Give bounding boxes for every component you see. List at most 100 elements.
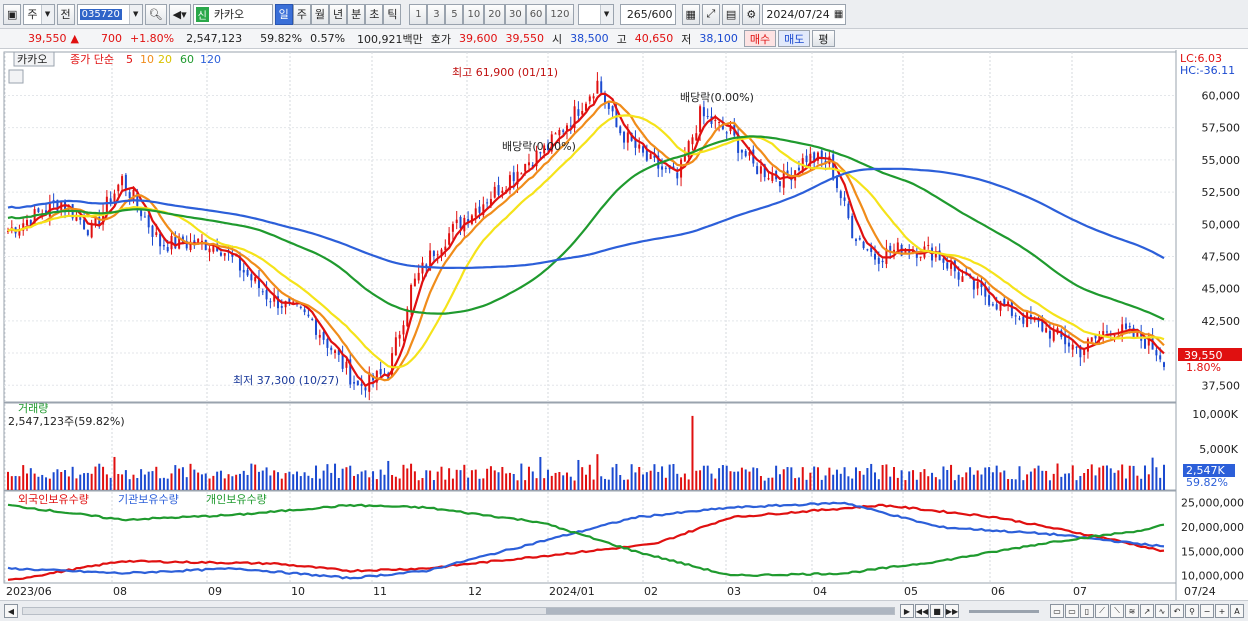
layout-2-icon[interactable]: ▭ xyxy=(1065,604,1079,618)
grid-tool-icon[interactable]: ▦ xyxy=(681,3,700,25)
layout-1-icon[interactable]: ▭ xyxy=(1050,604,1064,618)
candle-body xyxy=(432,251,435,257)
period-tab-4[interactable]: 분 xyxy=(347,3,366,25)
stop-icon[interactable]: ■ xyxy=(930,604,944,618)
prev-button[interactable]: 전 xyxy=(56,3,75,25)
period-tab-0[interactable]: 일 xyxy=(274,3,293,25)
market-select[interactable]: 주 ▼ xyxy=(23,3,55,25)
zoom-icon[interactable]: ⚲ xyxy=(1185,604,1199,618)
volume-bar xyxy=(311,478,314,490)
trend-tool-icon[interactable]: ⟋ xyxy=(1095,604,1109,618)
crosshair-icon[interactable]: ⤢ xyxy=(701,3,720,25)
scroll-left-icon[interactable]: ◀ xyxy=(4,604,18,618)
volume-bar xyxy=(276,472,279,490)
stock-name-field[interactable]: 신 카카오 xyxy=(192,3,273,25)
zoom-in-icon[interactable]: + xyxy=(1215,604,1229,618)
chart-window-icon[interactable]: ▣ xyxy=(3,3,22,25)
volume-bar xyxy=(634,472,637,490)
undo-icon[interactable]: ↶ xyxy=(1170,604,1184,618)
candle-body xyxy=(117,184,120,192)
volume-bar xyxy=(714,478,717,490)
candle-body xyxy=(908,251,911,254)
candle-body xyxy=(649,153,652,160)
interval-button-60[interactable]: 60 xyxy=(525,3,547,25)
candle-body xyxy=(604,94,607,103)
volume-bar xyxy=(737,471,740,490)
price-panel[interactable] xyxy=(7,72,1165,401)
volume-bar xyxy=(75,478,78,490)
interval-button-120[interactable]: 120 xyxy=(546,3,574,25)
candle-body xyxy=(1007,301,1010,305)
candle-body xyxy=(1105,331,1108,333)
x-axis-label: 11 xyxy=(373,585,387,598)
volume-bar xyxy=(535,478,538,490)
arrow-tool-icon[interactable]: ↗ xyxy=(1140,604,1154,618)
horizontal-scrollbar[interactable] xyxy=(22,607,895,615)
interval-button-1[interactable]: 1 xyxy=(409,3,428,25)
interval-button-3[interactable]: 3 xyxy=(427,3,446,25)
volume-bar xyxy=(238,473,241,490)
candle-body xyxy=(702,107,705,117)
volume-bar xyxy=(1109,468,1112,490)
search-icon[interactable]: 🔍︎ xyxy=(144,3,167,25)
volume-bar xyxy=(950,464,953,490)
interval-button-5[interactable]: 5 xyxy=(445,3,464,25)
period-tab-3[interactable]: 년 xyxy=(328,3,348,25)
first-page-icon[interactable]: ◀◀ xyxy=(915,604,929,618)
period-tab-6[interactable]: 틱 xyxy=(383,3,402,25)
volume-bar xyxy=(109,477,112,490)
interval-select[interactable]: ▼ xyxy=(577,3,614,25)
count-field[interactable]: 265/600 xyxy=(619,3,676,25)
chevron-down-icon[interactable]: ▼ xyxy=(40,4,54,24)
zoom-out-icon[interactable]: − xyxy=(1200,604,1214,618)
volume-bar xyxy=(219,470,222,490)
last-page-icon[interactable]: ▶▶ xyxy=(945,604,959,618)
font-size-icon[interactable]: A xyxy=(1230,604,1244,618)
gear-icon[interactable]: ⚙ xyxy=(742,3,761,25)
chevron-down-icon[interactable]: ▼ xyxy=(599,4,613,24)
calendar-icon[interactable]: ▦ xyxy=(833,8,844,20)
eval-button[interactable]: 평 xyxy=(812,30,835,47)
layout-3-icon[interactable]: ▯ xyxy=(1080,604,1094,618)
period-tab-5[interactable]: 초 xyxy=(365,3,384,25)
period-tab-2[interactable]: 월 xyxy=(310,3,329,25)
volume-bar xyxy=(512,474,515,490)
volume-bar xyxy=(98,463,101,490)
audio-icon[interactable]: ◀▾ xyxy=(168,3,191,25)
stock-chart[interactable]: 2023/06 08 09 10 11 12 2024/01 02 03 04 05 06 07 07/2… xyxy=(0,50,1248,600)
volume-bar xyxy=(702,465,705,490)
volume-bar xyxy=(493,470,496,490)
volume-bar xyxy=(284,473,287,490)
buy-button[interactable]: 매수 xyxy=(743,30,777,47)
chevron-down-icon[interactable]: ▼ xyxy=(128,4,142,24)
candle-body xyxy=(870,247,873,252)
sell-button[interactable]: 매도 xyxy=(778,30,811,47)
wave-tool-icon[interactable]: ∿ xyxy=(1155,604,1169,618)
interval-button-30[interactable]: 30 xyxy=(504,3,526,25)
pattern-tool-icon[interactable]: ≋ xyxy=(1125,604,1139,618)
candle-body xyxy=(155,232,158,236)
candle-body xyxy=(626,132,629,143)
scrollbar-thumb[interactable] xyxy=(545,608,894,614)
save-icon[interactable]: ▤ xyxy=(721,3,741,25)
date-field[interactable]: 2024/07/24 ▦ xyxy=(762,3,847,25)
volume-bar xyxy=(486,468,489,490)
volume-bar xyxy=(162,477,165,490)
stock-code-input[interactable]: 035720 ▼ xyxy=(76,3,143,25)
volume-panel[interactable] xyxy=(7,415,1165,490)
line-tool-icon[interactable]: ⟍ xyxy=(1110,604,1124,618)
period-tab-1[interactable]: 주 xyxy=(292,3,311,25)
volume-bar xyxy=(67,476,70,490)
interval-button-10[interactable]: 10 xyxy=(463,3,485,25)
volume-bar xyxy=(1060,476,1063,490)
zoom-slider[interactable] xyxy=(969,609,1039,613)
candle-body xyxy=(874,253,876,260)
volume-bar xyxy=(1102,465,1105,490)
candle-body xyxy=(269,301,272,303)
candle-body xyxy=(961,276,964,282)
candle-body xyxy=(128,192,131,199)
volume-bar xyxy=(1163,464,1165,490)
scroll-right-icon[interactable]: ▶ xyxy=(900,604,914,618)
holding-panel[interactable] xyxy=(7,501,1165,581)
interval-button-20[interactable]: 20 xyxy=(484,3,505,25)
